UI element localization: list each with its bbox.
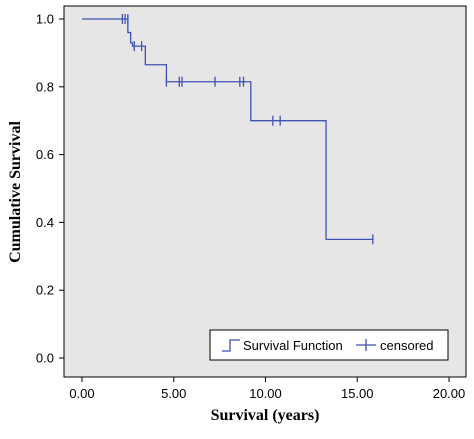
y-tick-label: 0.0 [36,351,54,366]
series-layer [82,14,374,245]
x-tick-label: 20.00 [433,386,466,401]
y-tick-label: 0.6 [36,147,54,162]
legend-censored-label: censored [380,338,433,353]
legend-box [209,329,449,361]
y-tick-label: 0.4 [36,215,54,230]
plot-area [63,5,467,378]
x-tick-label: 5.00 [161,386,186,401]
legend: Survival Function censored [209,329,449,361]
survival-function-line [82,18,373,240]
y-tick-label: 1.0 [36,12,54,27]
x-axis-title: Survival (years) [211,407,320,424]
legend-survival-function-symbol [222,339,240,352]
x-tick-label: 10.00 [249,386,282,401]
y-tick-label: 0.2 [36,283,54,298]
y-tick-label: 0.8 [36,79,54,94]
legend-survival-function-label: Survival Function [243,338,343,353]
y-axis-title: Cumulative Survival [7,121,24,263]
y-axis-ticks: 0.0 0.2 0.4 0.6 0.8 1.0 [36,12,64,366]
legend-censored-symbol [356,339,376,351]
x-axis-ticks: 0.00 5.00 10.00 15.00 20.00 [69,377,465,401]
x-tick-label: 15.00 [341,386,374,401]
x-tick-label: 0.00 [69,386,94,401]
